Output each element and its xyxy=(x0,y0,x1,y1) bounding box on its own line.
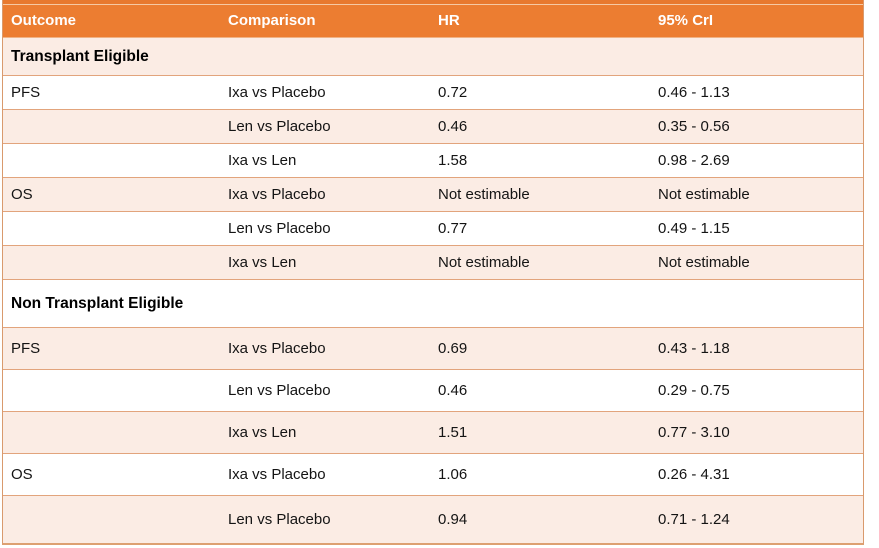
outcome-cell: OS xyxy=(11,465,33,483)
cri-cell: 0.71 - 1.24 xyxy=(658,510,730,528)
hr-cell: 0.69 xyxy=(438,339,468,357)
hr-cell: 0.46 xyxy=(438,117,468,135)
hr-cell: 1.51 xyxy=(438,423,468,441)
header-row: Outcome Comparison HR 95% CrI xyxy=(3,5,863,38)
outcome-cell: PFS xyxy=(11,339,41,357)
section-label: Non Transplant Eligible xyxy=(11,294,184,312)
results-table: Outcome Comparison HR 95% CrI Transplant… xyxy=(2,0,864,545)
section-row-non-transplant-eligible: Non Transplant Eligible xyxy=(3,280,863,328)
comparison-cell: Ixa vs Len xyxy=(228,423,297,441)
cri-cell: 0.49 - 1.15 xyxy=(658,219,730,237)
section-row-transplant-eligible: Transplant Eligible xyxy=(3,38,863,76)
cri-cell: Not estimable xyxy=(658,253,750,271)
comparison-cell: Len vs Placebo xyxy=(228,117,331,135)
outcome-cell: OS xyxy=(11,185,33,203)
table-row: Ixa vs Len Not estimable Not estimable xyxy=(3,246,863,280)
comparison-cell: Len vs Placebo xyxy=(228,219,331,237)
hr-cell: 0.77 xyxy=(438,219,468,237)
hr-cell: 0.46 xyxy=(438,381,468,399)
cri-cell: 0.77 - 3.10 xyxy=(658,423,730,441)
table-row: OS Ixa vs Placebo 1.06 0.26 - 4.31 xyxy=(3,454,863,496)
table-row: PFS Ixa vs Placebo 0.72 0.46 - 1.13 xyxy=(3,76,863,110)
col-header-cri: 95% CrI xyxy=(658,12,714,30)
hr-cell: 1.06 xyxy=(438,465,468,483)
comparison-cell: Ixa vs Len xyxy=(228,253,297,271)
comparison-cell: Ixa vs Placebo xyxy=(228,465,326,483)
table-row: OS Ixa vs Placebo Not estimable Not esti… xyxy=(3,178,863,212)
comparison-cell: Ixa vs Placebo xyxy=(228,339,326,357)
table-row: Len vs Placebo 0.77 0.49 - 1.15 xyxy=(3,212,863,246)
hr-cell: Not estimable xyxy=(438,185,530,203)
table-row: PFS Ixa vs Placebo 0.69 0.43 - 1.18 xyxy=(3,328,863,370)
col-header-outcome: Outcome xyxy=(11,12,77,30)
hr-cell: 1.58 xyxy=(438,151,468,169)
table-top-seam xyxy=(3,4,863,5)
comparison-cell: Ixa vs Placebo xyxy=(228,185,326,203)
hr-cell: 0.72 xyxy=(438,83,468,101)
table-top-border xyxy=(3,0,863,4)
table-row: Ixa vs Len 1.58 0.98 - 2.69 xyxy=(3,144,863,178)
cri-cell: 0.98 - 2.69 xyxy=(658,151,730,169)
cri-cell: 0.35 - 0.56 xyxy=(658,117,730,135)
comparison-cell: Len vs Placebo xyxy=(228,381,331,399)
col-header-comparison: Comparison xyxy=(228,12,316,30)
hr-cell: Not estimable xyxy=(438,253,530,271)
cri-cell: 0.29 - 0.75 xyxy=(658,381,730,399)
comparison-cell: Len vs Placebo xyxy=(228,510,331,528)
table-row: Ixa vs Len 1.51 0.77 - 3.10 xyxy=(3,412,863,454)
cri-cell: 0.43 - 1.18 xyxy=(658,339,730,357)
section-label: Transplant Eligible xyxy=(11,47,149,65)
comparison-cell: Ixa vs Len xyxy=(228,151,297,169)
outcome-cell: PFS xyxy=(11,83,41,101)
comparison-cell: Ixa vs Placebo xyxy=(228,83,326,101)
cri-cell: 0.26 - 4.31 xyxy=(658,465,730,483)
cri-cell: Not estimable xyxy=(658,185,750,203)
cri-cell: 0.46 - 1.13 xyxy=(658,83,730,101)
table-row: Len vs Placebo 0.46 0.35 - 0.56 xyxy=(3,110,863,144)
hr-cell: 0.94 xyxy=(438,510,468,528)
table-row: Len vs Placebo 0.46 0.29 - 0.75 xyxy=(3,370,863,412)
table-row: Len vs Placebo 0.94 0.71 - 1.24 xyxy=(3,496,863,543)
col-header-hr: HR xyxy=(438,12,460,30)
